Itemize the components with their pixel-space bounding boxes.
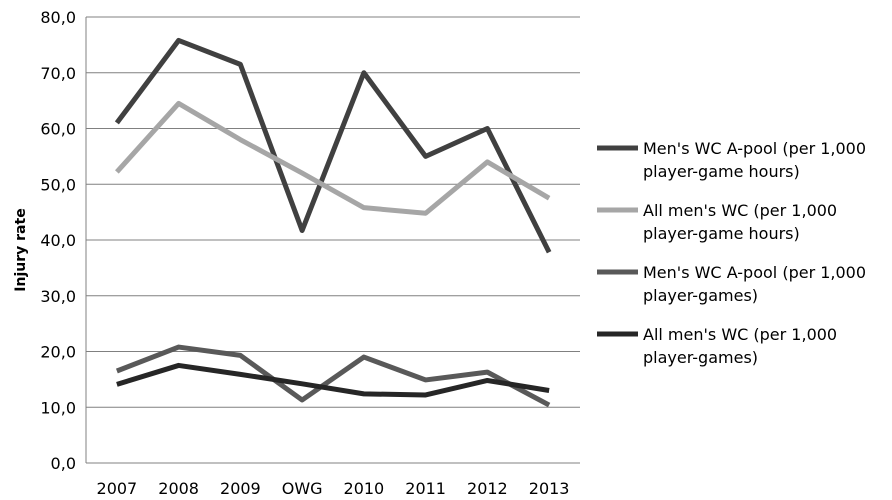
y-axis-title: Injury rate	[13, 208, 29, 291]
x-tick-label: 2008	[158, 479, 199, 498]
legend-label-2: All men's WC (per 1,000	[643, 201, 837, 220]
y-tick-label: 0,0	[51, 454, 76, 473]
series-lines	[114, 37, 552, 408]
x-tick-label: 2007	[97, 479, 138, 498]
y-tick-label: 80,0	[40, 8, 76, 27]
y-tick-label: 50,0	[40, 175, 76, 194]
series-line-3	[115, 344, 551, 408]
legend-label-1: Men's WC A-pool (per 1,000	[643, 139, 866, 158]
y-tick-label: 30,0	[40, 287, 76, 306]
legend-label-3: Men's WC A-pool (per 1,000	[643, 263, 866, 282]
y-tick-label: 10,0	[40, 398, 76, 417]
x-tick-labels: 2007 2008 2009 OWG 2010 2011 2012 2013	[97, 479, 570, 498]
y-tick-label: 40,0	[40, 231, 76, 250]
x-tick-label: 2011	[405, 479, 446, 498]
x-tick-label: 2013	[529, 479, 570, 498]
y-tick-label: 70,0	[40, 64, 76, 83]
legend-label-4: All men's WC (per 1,000	[643, 325, 837, 344]
y-tick-labels: 0,0 10,0 20,0 30,0 40,0 50,0 60,0 70,0 80,0	[40, 8, 76, 473]
gridlines	[86, 16, 580, 464]
x-tick-label: 2012	[467, 479, 508, 498]
legend-label-2: player-game hours)	[643, 224, 800, 243]
series-line-4	[116, 362, 550, 398]
legend-label-4: player-games)	[643, 348, 758, 367]
x-tick-label: OWG	[282, 479, 323, 498]
series-line-2	[115, 100, 551, 216]
legend: Men's WC A-pool (per 1,000 player-game ho…	[597, 139, 866, 367]
y-tick-label: 60,0	[40, 120, 76, 139]
legend-label-1: player-game hours)	[643, 162, 800, 181]
series-line-1	[114, 37, 552, 254]
y-tick-label: 20,0	[40, 343, 76, 362]
x-tick-label: 2010	[344, 479, 385, 498]
legend-label-3: player-games)	[643, 286, 758, 305]
x-tick-label: 2009	[220, 479, 261, 498]
